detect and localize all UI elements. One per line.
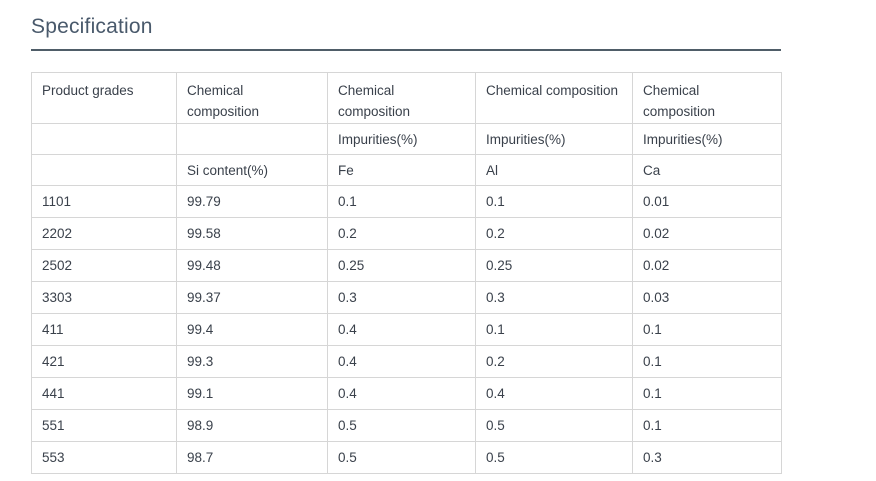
specification-section: Specification Product grades Chemical co… (31, 15, 782, 474)
cell-fe: 0.5 (327, 409, 476, 442)
title-divider (31, 49, 781, 51)
cell-si-content: 99.48 (176, 249, 328, 282)
cell-al: 0.5 (475, 441, 633, 474)
specification-table: Product grades Chemical composition Chem… (31, 72, 782, 474)
cell-ca: 0.03 (632, 281, 782, 314)
header-cell-chemical-composition: Chemical composition (632, 72, 782, 124)
cell-si-content: 99.4 (176, 313, 328, 346)
header-cell-al: Al (475, 154, 633, 186)
cell-fe: 0.4 (327, 377, 476, 410)
table-row: 1101 99.79 0.1 0.1 0.01 (31, 185, 782, 218)
cell-al: 0.1 (475, 185, 633, 218)
cell-al: 0.4 (475, 377, 633, 410)
table-row: 441 99.1 0.4 0.4 0.1 (31, 377, 782, 410)
header-row-2: Impurities(%) Impurities(%) Impurities(%… (31, 123, 782, 155)
table-row: 2202 99.58 0.2 0.2 0.02 (31, 217, 782, 250)
cell-si-content: 99.3 (176, 345, 328, 378)
cell-product-grade: 551 (31, 409, 177, 442)
cell-ca: 0.1 (632, 409, 782, 442)
table-row: 411 99.4 0.4 0.1 0.1 (31, 313, 782, 346)
header-cell-chemical-composition: Chemical composition (475, 72, 633, 124)
header-cell-impurities: Impurities(%) (475, 123, 633, 155)
cell-ca: 0.02 (632, 249, 782, 282)
cell-ca: 0.3 (632, 441, 782, 474)
cell-al: 0.2 (475, 217, 633, 250)
cell-si-content: 98.9 (176, 409, 328, 442)
cell-si-content: 99.58 (176, 217, 328, 250)
cell-ca: 0.1 (632, 377, 782, 410)
header-cell-impurities: Impurities(%) (327, 123, 476, 155)
cell-si-content: 98.7 (176, 441, 328, 474)
cell-fe: 0.2 (327, 217, 476, 250)
cell-ca: 0.1 (632, 345, 782, 378)
cell-si-content: 99.37 (176, 281, 328, 314)
cell-al: 0.5 (475, 409, 633, 442)
header-cell-product-grades: Product grades (31, 72, 177, 124)
cell-product-grade: 1101 (31, 185, 177, 218)
header-row-3: Si content(%) Fe Al Ca (31, 154, 782, 186)
header-cell-si-content: Si content(%) (176, 154, 328, 186)
table-row: 3303 99.37 0.3 0.3 0.03 (31, 281, 782, 314)
header-cell-fe: Fe (327, 154, 476, 186)
cell-ca: 0.1 (632, 313, 782, 346)
cell-fe: 0.3 (327, 281, 476, 314)
cell-al: 0.1 (475, 313, 633, 346)
cell-al: 0.25 (475, 249, 633, 282)
header-row-1: Product grades Chemical composition Chem… (31, 72, 782, 124)
cell-ca: 0.01 (632, 185, 782, 218)
cell-fe: 0.25 (327, 249, 476, 282)
cell-al: 0.3 (475, 281, 633, 314)
cell-fe: 0.4 (327, 313, 476, 346)
cell-fe: 0.5 (327, 441, 476, 474)
header-cell-ca: Ca (632, 154, 782, 186)
cell-fe: 0.1 (327, 185, 476, 218)
cell-fe: 0.4 (327, 345, 476, 378)
header-cell-empty (176, 123, 328, 155)
header-cell-chemical-composition: Chemical composition (327, 72, 476, 124)
cell-product-grade: 2202 (31, 217, 177, 250)
header-cell-chemical-composition: Chemical composition (176, 72, 328, 124)
table-row: 551 98.9 0.5 0.5 0.1 (31, 409, 782, 442)
cell-ca: 0.02 (632, 217, 782, 250)
cell-product-grade: 411 (31, 313, 177, 346)
header-cell-empty (31, 123, 177, 155)
cell-al: 0.2 (475, 345, 633, 378)
header-cell-impurities: Impurities(%) (632, 123, 782, 155)
cell-si-content: 99.1 (176, 377, 328, 410)
cell-product-grade: 553 (31, 441, 177, 474)
header-cell-empty (31, 154, 177, 186)
table-row: 553 98.7 0.5 0.5 0.3 (31, 441, 782, 474)
cell-product-grade: 421 (31, 345, 177, 378)
page-title: Specification (31, 15, 153, 38)
table-row: 2502 99.48 0.25 0.25 0.02 (31, 249, 782, 282)
table-row: 421 99.3 0.4 0.2 0.1 (31, 345, 782, 378)
cell-si-content: 99.79 (176, 185, 328, 218)
cell-product-grade: 2502 (31, 249, 177, 282)
cell-product-grade: 3303 (31, 281, 177, 314)
cell-product-grade: 441 (31, 377, 177, 410)
